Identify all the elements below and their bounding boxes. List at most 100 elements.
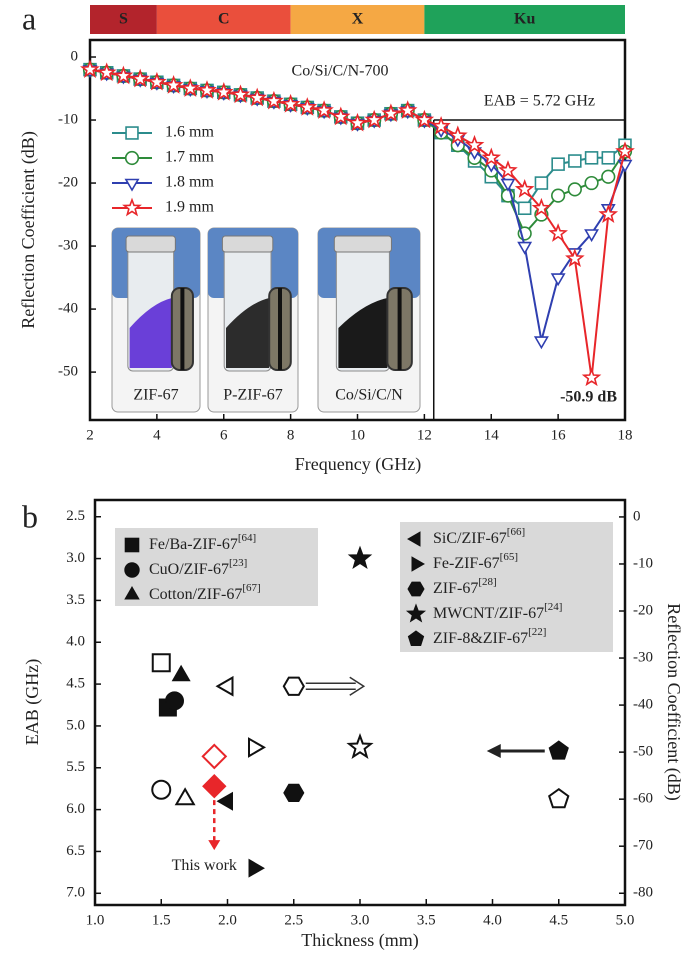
- x-tick-label: 8: [287, 427, 295, 443]
- x-tick-label: 3.0: [351, 912, 370, 928]
- y-tick-label: 3.0: [66, 550, 85, 566]
- x-tick-label: 4.5: [549, 912, 568, 928]
- marker: [407, 581, 425, 597]
- x-tick-label: 1.5: [152, 912, 171, 928]
- marker: [230, 84, 251, 104]
- marker: [197, 80, 217, 99]
- marker: [601, 151, 616, 165]
- marker: [481, 147, 502, 167]
- legend-label: Cotton/ZIF-67[67]: [149, 582, 261, 603]
- legend-label: MWCNT/ZIF-67[24]: [433, 601, 562, 622]
- legend-ref: [24]: [544, 601, 562, 613]
- y-tick-label: -40: [58, 301, 78, 317]
- legend-ref: [28]: [478, 576, 496, 588]
- marker: [431, 116, 451, 135]
- marker: [448, 125, 468, 145]
- marker: [130, 68, 150, 88]
- marker: [414, 109, 435, 129]
- marker: [407, 630, 425, 646]
- marker: [584, 151, 599, 165]
- rl-marker: [346, 733, 374, 759]
- legend-name: CuO/ZIF-67: [149, 561, 229, 578]
- band: [90, 5, 157, 34]
- band: [290, 5, 425, 34]
- marker: [124, 537, 140, 553]
- eab-marker: [347, 545, 373, 570]
- marker: [514, 179, 535, 198]
- marker: [565, 248, 585, 268]
- marker: [500, 178, 516, 192]
- legend-ref: [22]: [528, 626, 546, 638]
- rl-marker: [201, 743, 228, 770]
- marker: [615, 141, 635, 160]
- legend-ref: [66]: [507, 526, 525, 538]
- legend-ref: [65]: [500, 551, 518, 563]
- y-tick-label: 6.0: [66, 801, 85, 817]
- y-tick-label: 5.0: [66, 717, 85, 733]
- marker: [347, 112, 368, 132]
- legend-label: Fe-ZIF-67[65]: [433, 551, 518, 572]
- eab-label: EAB = 5.72 GHz: [484, 93, 595, 110]
- legend-name: Cotton/ZIF-67: [149, 586, 242, 603]
- jar-cap: [125, 235, 176, 253]
- jar-cap: [333, 235, 392, 253]
- marker: [411, 556, 426, 572]
- legend-label: ZIF-8&ZIF-67[22]: [433, 626, 546, 647]
- rl-marker: [151, 653, 171, 673]
- y2-tick-label: -10: [633, 555, 653, 571]
- x-tick-label: 6: [220, 427, 228, 443]
- marker: [264, 90, 284, 110]
- y-tick-label: 4.0: [66, 634, 85, 650]
- marker: [517, 241, 533, 255]
- eab-marker: [171, 664, 191, 682]
- photo-label: P-ZIF-67: [223, 387, 283, 404]
- y2-tick-label: -60: [633, 791, 653, 807]
- panel-label: a: [22, 0, 36, 36]
- legend-name: MWCNT/ZIF-67: [433, 605, 544, 622]
- legend-name: Fe-ZIF-67: [433, 555, 500, 572]
- marker: [330, 106, 351, 126]
- marker: [124, 562, 140, 578]
- jar-cap: [221, 235, 274, 253]
- marker: [124, 178, 140, 192]
- marker: [517, 201, 532, 216]
- y2-tick-label: -70: [633, 838, 653, 854]
- marker: [247, 87, 267, 107]
- legend-box: [115, 528, 318, 606]
- y-tick-label: 2.5: [66, 508, 85, 524]
- marker: [405, 603, 427, 623]
- legend-label: 1.6 mm: [165, 124, 214, 141]
- marker: [550, 273, 566, 287]
- legend-label: ZIF-67[28]: [433, 576, 497, 597]
- x-tick-label: 2.5: [284, 912, 303, 928]
- band-label: S: [119, 11, 128, 28]
- legend-name: SiC/ZIF-67: [433, 530, 507, 547]
- marker: [80, 59, 100, 78]
- chart-title: Co/Si/C/N-700: [292, 63, 389, 80]
- y2-tick-label: -40: [633, 697, 653, 713]
- marker: [406, 531, 421, 547]
- marker: [124, 585, 140, 600]
- x-tick-label: 10: [350, 427, 365, 443]
- rl-marker: [248, 737, 267, 758]
- legend-ref: [23]: [229, 557, 247, 569]
- marker: [122, 197, 142, 217]
- y2-axis-title: Reflection Coefficient (dB): [663, 603, 684, 801]
- marker: [125, 126, 139, 140]
- rl-marker: [548, 787, 570, 809]
- rl-marker: [174, 787, 196, 806]
- y2-tick-label: -30: [633, 649, 653, 665]
- min-label: -50.9 dB: [560, 389, 617, 406]
- eab-marker: [248, 858, 266, 878]
- marker: [533, 336, 549, 350]
- legend-name: ZIF-8&ZIF-67: [433, 630, 528, 647]
- legend-label: 1.9 mm: [165, 199, 214, 216]
- marker: [397, 100, 418, 119]
- x-axis-title: Frequency (GHz): [295, 454, 421, 475]
- y-axis-title: EAB (GHz): [22, 659, 43, 745]
- rl-marker: [151, 779, 172, 800]
- marker: [213, 81, 234, 101]
- powder: [226, 298, 270, 368]
- marker: [314, 100, 334, 119]
